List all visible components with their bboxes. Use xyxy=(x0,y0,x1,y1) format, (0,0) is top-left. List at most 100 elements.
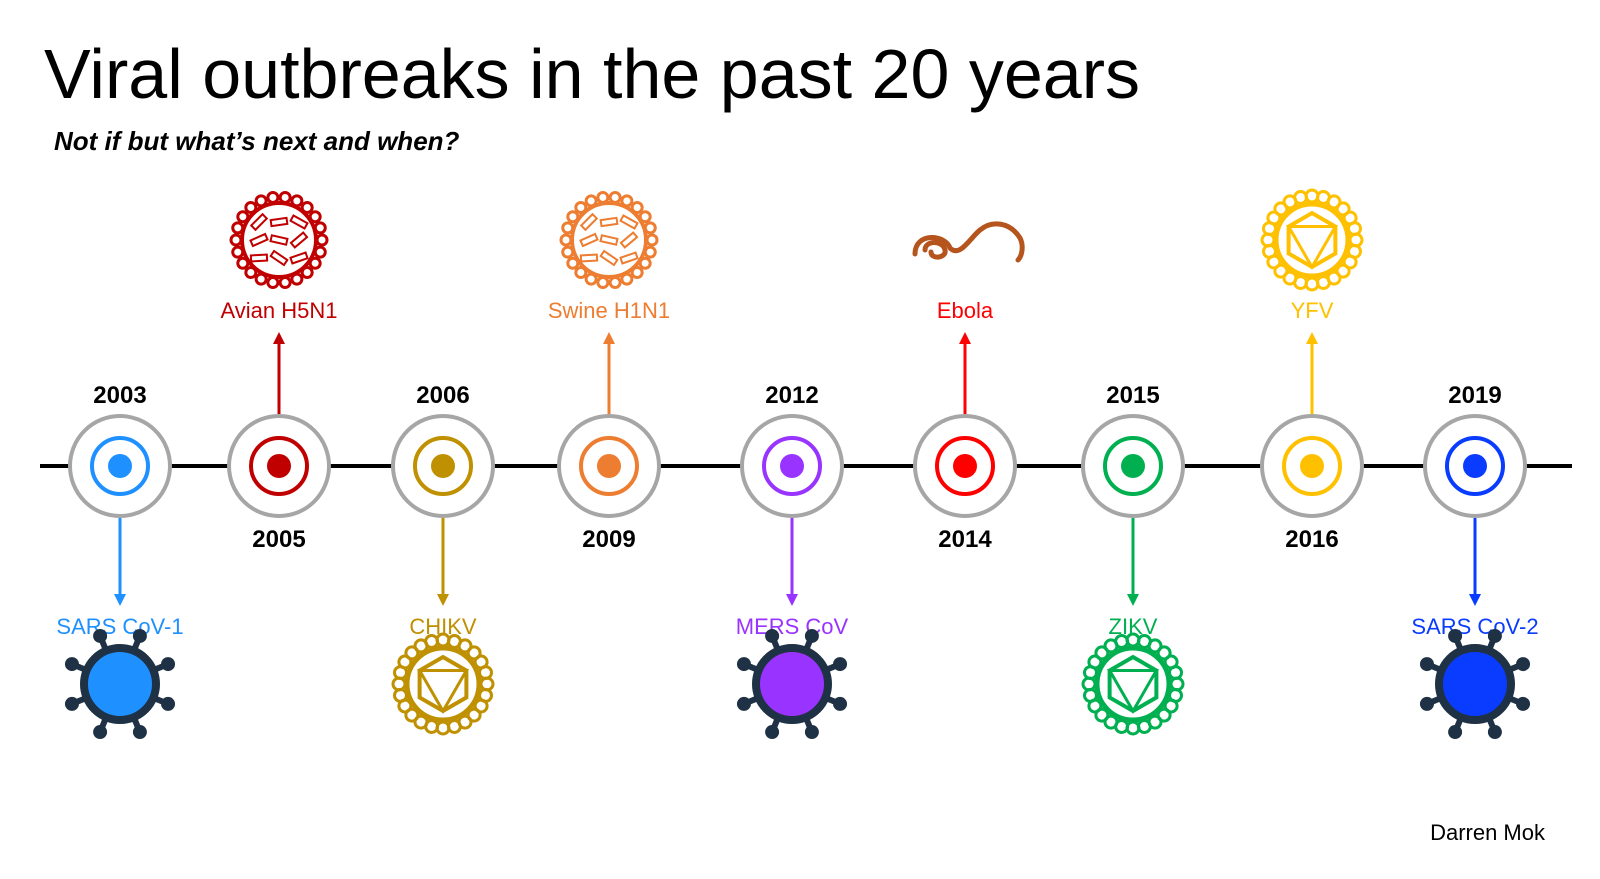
rna xyxy=(619,251,639,265)
bead xyxy=(466,707,482,723)
bead xyxy=(574,201,588,215)
spike-tip xyxy=(736,657,751,672)
bead xyxy=(1156,707,1172,723)
bead xyxy=(300,201,314,215)
marker-dot xyxy=(780,454,804,478)
spike-tip xyxy=(64,657,79,672)
event-year: 2012 xyxy=(765,382,818,409)
virus-icon xyxy=(1260,188,1364,292)
bead xyxy=(596,190,610,204)
event-name: Ebola xyxy=(937,298,994,323)
rna xyxy=(579,253,599,263)
marker-dot xyxy=(108,454,132,478)
rna xyxy=(269,234,289,246)
bead xyxy=(1147,638,1163,654)
rna xyxy=(249,253,269,263)
marker-dot xyxy=(431,454,455,478)
filament xyxy=(912,221,1025,263)
bead xyxy=(1266,210,1282,226)
spike-tip xyxy=(1419,696,1434,711)
title: Viral outbreaks in the past 20 years xyxy=(44,35,1140,113)
spike-tip xyxy=(1419,657,1434,672)
marker-ring xyxy=(762,436,822,496)
marker-dot xyxy=(1463,454,1487,478)
bead xyxy=(574,265,588,279)
rna xyxy=(619,231,639,249)
virus-icon xyxy=(1081,632,1185,736)
spike-tip xyxy=(833,657,848,672)
author: Darren Mok xyxy=(1430,820,1546,845)
event-year: 2009 xyxy=(582,526,635,553)
spike-tip xyxy=(1487,725,1502,740)
rna xyxy=(579,212,599,232)
bead xyxy=(404,645,420,661)
bead xyxy=(559,233,573,247)
bead xyxy=(1273,201,1289,217)
spike-tip xyxy=(64,696,79,711)
rna xyxy=(619,214,639,230)
rna xyxy=(289,214,309,230)
marker-dot xyxy=(953,454,977,478)
capsid-face xyxy=(417,669,469,714)
rna xyxy=(579,232,599,248)
event-name: Avian H5N1 xyxy=(221,298,338,323)
rna xyxy=(269,249,289,267)
rna xyxy=(599,216,619,228)
event: 2016 YFV xyxy=(1260,188,1364,553)
marker-ring xyxy=(90,436,150,496)
event-name: SARS CoV-1 xyxy=(56,614,183,639)
bead xyxy=(466,645,482,661)
bead xyxy=(1335,201,1351,217)
capsid-face xyxy=(1107,669,1159,714)
virus-body xyxy=(240,201,318,279)
event-year: 2015 xyxy=(1106,382,1159,409)
subtitle: Not if but what’s next and when? xyxy=(54,126,460,156)
rna xyxy=(599,249,619,267)
bead xyxy=(596,276,610,290)
virus-icon xyxy=(736,628,848,740)
spike-tip xyxy=(93,628,108,643)
virus-body xyxy=(752,644,832,724)
bead xyxy=(457,638,473,654)
virus-icon xyxy=(1419,628,1531,740)
bead xyxy=(1094,645,1110,661)
spike-tip xyxy=(161,696,176,711)
bead xyxy=(315,233,329,247)
bead xyxy=(278,276,292,290)
bead xyxy=(1273,263,1289,279)
spike-tip xyxy=(736,696,751,711)
rna xyxy=(269,216,289,228)
bead xyxy=(473,698,489,714)
spike-tip xyxy=(93,725,108,740)
virus-body xyxy=(80,644,160,724)
marker-ring xyxy=(1282,436,1342,496)
event-name: YFV xyxy=(1291,298,1334,323)
bead xyxy=(266,190,280,204)
spike-tip xyxy=(804,628,819,643)
event-year: 2003 xyxy=(93,382,146,409)
marker-dot xyxy=(1300,454,1324,478)
event: 2019 SARS CoV-2 xyxy=(1411,382,1539,740)
bead xyxy=(229,233,243,247)
bead xyxy=(300,265,314,279)
spike-tip xyxy=(765,628,780,643)
event: 2003 SARS CoV-1 xyxy=(56,382,184,740)
spike-tip xyxy=(161,657,176,672)
event-name: MERS CoV xyxy=(736,614,849,639)
marker-ring xyxy=(1445,436,1505,496)
bead xyxy=(1103,714,1119,730)
event: 2009 Swine H1N1 xyxy=(548,190,670,553)
spike-tip xyxy=(833,696,848,711)
spike-tip xyxy=(132,628,147,643)
marker-ring xyxy=(1103,436,1163,496)
spike-tip xyxy=(1448,628,1463,643)
event-year: 2014 xyxy=(938,526,992,553)
bead xyxy=(1326,194,1342,210)
bead xyxy=(244,265,258,279)
bead xyxy=(630,201,644,215)
virus-body xyxy=(1435,644,1515,724)
spike-tip xyxy=(132,725,147,740)
event-year: 2019 xyxy=(1448,382,1501,409)
